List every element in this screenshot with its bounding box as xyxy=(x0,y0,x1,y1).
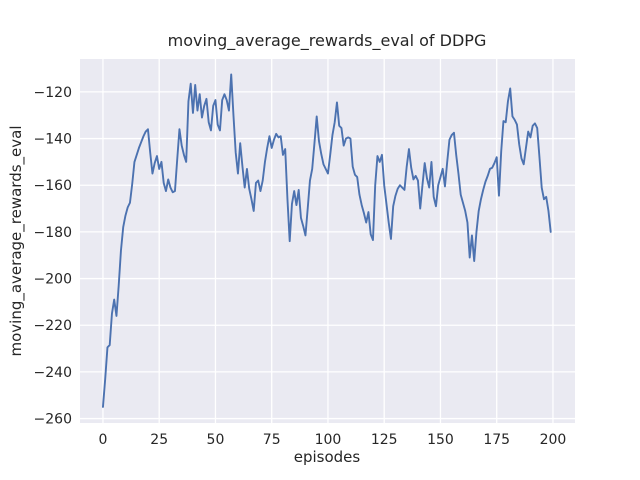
y-tick-label: −140 xyxy=(34,132,72,148)
gridlines xyxy=(80,59,575,423)
x-tick-label: 125 xyxy=(371,432,398,448)
y-axis-label: moving_average_rewards_eval xyxy=(7,126,26,357)
y-tick-label: −200 xyxy=(34,272,72,288)
x-tick-label: 175 xyxy=(483,432,510,448)
y-tick-label: −220 xyxy=(34,318,72,334)
y-tick-label: −240 xyxy=(34,365,72,381)
x-tick-label: 0 xyxy=(98,432,107,448)
series-line xyxy=(101,73,552,408)
x-tick-label: 25 xyxy=(150,432,168,448)
tick-labels: 0 25 50 75 100 125 150 175 200 −120 −140 −160 −180 −2… xyxy=(34,85,567,448)
x-tick-label: 100 xyxy=(315,432,342,448)
x-tick-label: 150 xyxy=(427,432,454,448)
y-tick-label: −180 xyxy=(34,225,72,241)
data-series xyxy=(101,73,552,408)
x-axis-label: episodes xyxy=(294,448,361,466)
x-tick-label: 50 xyxy=(207,432,225,448)
y-tick-label: −260 xyxy=(34,412,72,428)
y-tick-label: −160 xyxy=(34,178,72,194)
y-tick-label: −120 xyxy=(34,85,72,101)
x-tick-label: 200 xyxy=(540,432,567,448)
chart-title: moving_average_rewards_eval of DDPG xyxy=(168,31,487,51)
x-tick-label: 75 xyxy=(263,432,281,448)
